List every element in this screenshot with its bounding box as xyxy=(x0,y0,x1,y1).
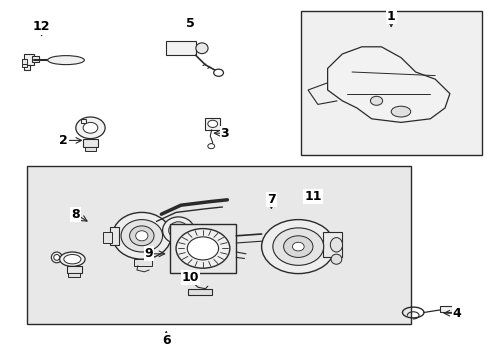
Text: 1: 1 xyxy=(386,10,395,23)
FancyBboxPatch shape xyxy=(81,119,85,123)
Text: 7: 7 xyxy=(266,193,275,206)
FancyBboxPatch shape xyxy=(32,56,39,62)
FancyBboxPatch shape xyxy=(169,224,236,273)
Ellipse shape xyxy=(60,252,85,266)
Circle shape xyxy=(83,122,98,133)
Ellipse shape xyxy=(135,231,148,241)
FancyBboxPatch shape xyxy=(68,273,80,277)
Ellipse shape xyxy=(390,106,410,117)
Text: 10: 10 xyxy=(182,271,199,284)
FancyBboxPatch shape xyxy=(439,306,451,312)
Circle shape xyxy=(272,228,323,265)
FancyBboxPatch shape xyxy=(22,64,27,67)
Ellipse shape xyxy=(129,226,154,246)
FancyBboxPatch shape xyxy=(102,232,112,243)
Text: 5: 5 xyxy=(186,17,195,30)
Ellipse shape xyxy=(162,217,194,244)
PathPatch shape xyxy=(327,47,449,122)
Ellipse shape xyxy=(330,238,342,252)
Text: 4: 4 xyxy=(452,307,461,320)
Circle shape xyxy=(207,144,214,149)
Text: 3: 3 xyxy=(220,127,229,140)
Ellipse shape xyxy=(63,255,81,264)
Circle shape xyxy=(292,242,304,251)
Circle shape xyxy=(76,117,105,139)
FancyBboxPatch shape xyxy=(27,166,410,324)
FancyBboxPatch shape xyxy=(322,232,342,257)
FancyBboxPatch shape xyxy=(110,227,119,245)
Ellipse shape xyxy=(54,255,60,260)
FancyBboxPatch shape xyxy=(24,65,30,70)
FancyBboxPatch shape xyxy=(300,11,481,155)
FancyBboxPatch shape xyxy=(24,54,34,65)
FancyBboxPatch shape xyxy=(67,266,82,273)
Ellipse shape xyxy=(112,212,171,259)
FancyBboxPatch shape xyxy=(205,118,220,130)
Text: 8: 8 xyxy=(71,208,80,221)
Text: 2: 2 xyxy=(59,134,68,147)
Text: 12: 12 xyxy=(33,21,50,33)
Text: 9: 9 xyxy=(144,247,153,260)
FancyBboxPatch shape xyxy=(166,41,195,55)
Text: 11: 11 xyxy=(304,190,321,203)
Circle shape xyxy=(283,236,312,257)
Ellipse shape xyxy=(330,254,341,264)
Text: 6: 6 xyxy=(162,334,170,347)
Ellipse shape xyxy=(370,96,382,105)
Circle shape xyxy=(213,69,223,76)
Ellipse shape xyxy=(195,43,208,54)
FancyBboxPatch shape xyxy=(83,139,98,147)
Circle shape xyxy=(207,120,217,127)
Ellipse shape xyxy=(51,252,62,263)
Ellipse shape xyxy=(48,55,84,65)
FancyBboxPatch shape xyxy=(22,59,27,64)
FancyBboxPatch shape xyxy=(84,147,96,151)
Circle shape xyxy=(176,229,229,268)
Ellipse shape xyxy=(121,220,162,252)
Ellipse shape xyxy=(168,222,188,239)
FancyBboxPatch shape xyxy=(188,289,211,295)
FancyBboxPatch shape xyxy=(134,259,151,266)
Circle shape xyxy=(261,220,334,274)
Circle shape xyxy=(187,237,218,260)
